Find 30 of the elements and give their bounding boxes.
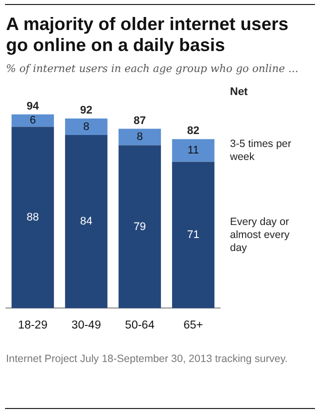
series-label: Every day or almost every day — [230, 216, 290, 254]
total-label: 92 — [80, 104, 92, 117]
legend-title: Net — [230, 86, 248, 98]
total-label: 87 — [134, 114, 146, 127]
data-label: 6 — [30, 114, 36, 127]
bar — [65, 134, 108, 308]
x-tick-label: 65+ — [183, 319, 204, 332]
bar — [118, 145, 161, 308]
data-label: 88 — [26, 212, 39, 224]
x-tick-label: 18-29 — [18, 319, 48, 332]
data-label: 79 — [134, 220, 146, 233]
data-label: 11 — [188, 144, 199, 156]
bar — [65, 118, 108, 135]
bar — [172, 162, 214, 308]
bar — [118, 128, 161, 146]
series-label: 3-5 times per week — [229, 138, 292, 163]
data-label: 8 — [83, 120, 90, 133]
total-label: 94 — [26, 100, 40, 112]
data-label: 8 — [136, 131, 143, 144]
chart-subtitle: % of internet users in each age group who go online ... — [6, 63, 300, 75]
x-tick-label: 50-64 — [125, 319, 156, 332]
bar — [12, 126, 54, 308]
data-label: 71 — [187, 229, 200, 242]
x-tick-label: 30-49 — [72, 319, 101, 332]
chart-title: A majority of older internet users go online on a daily basis — [6, 14, 290, 56]
bar — [172, 139, 214, 162]
text: Internet Project July 18-September 30, 2013 tracking survey. — [6, 352, 289, 366]
total-label: 82 — [187, 125, 200, 138]
data-label: 84 — [80, 216, 92, 228]
bar — [12, 114, 54, 127]
